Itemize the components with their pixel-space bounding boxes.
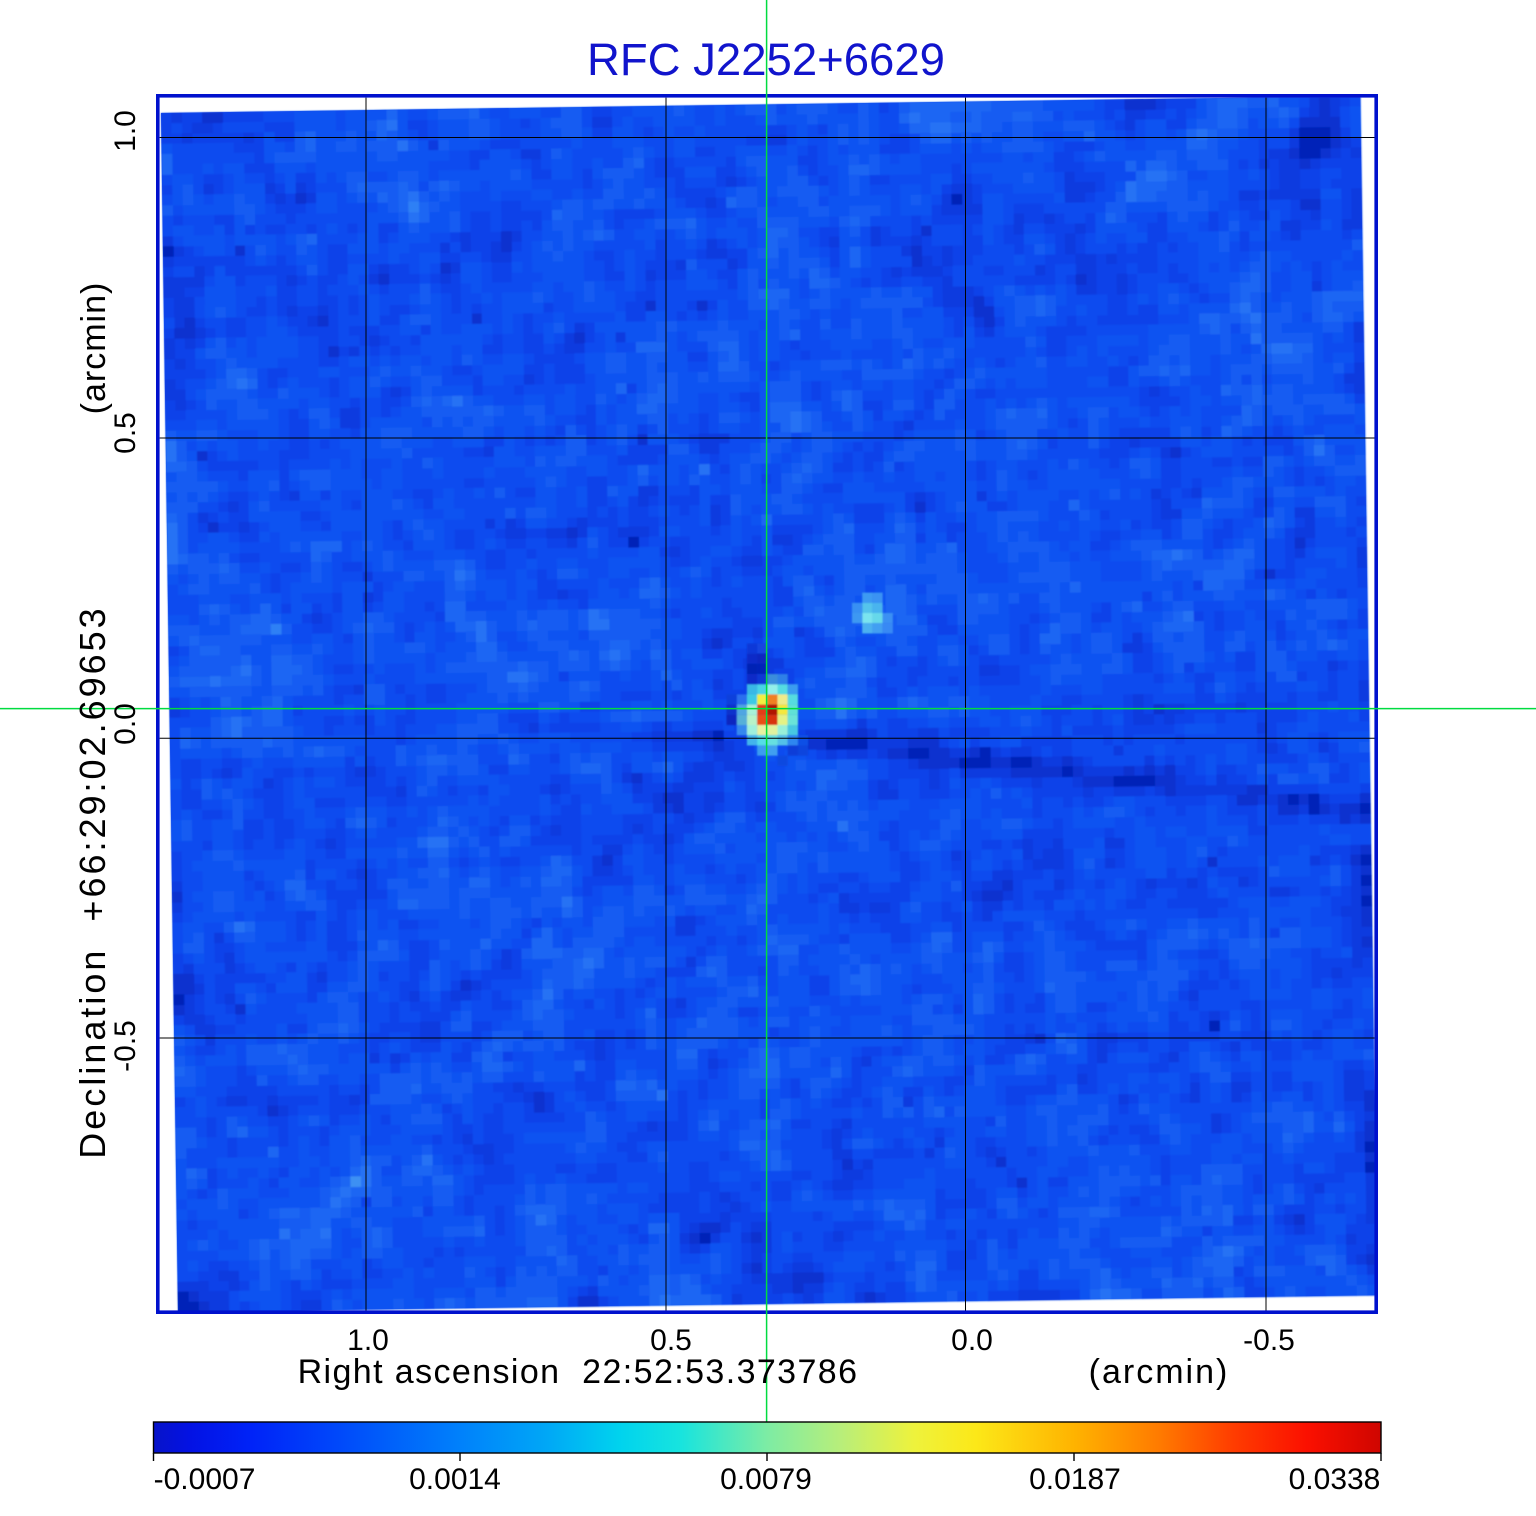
svg-text:(arcmin): (arcmin) bbox=[1089, 1353, 1230, 1391]
svg-text:(arcmin): (arcmin) bbox=[75, 282, 113, 415]
svg-text:RFC J2252+6629: RFC J2252+6629 bbox=[587, 34, 945, 85]
svg-text:Declination +66:29:02.69653: Declination +66:29:02.69653 bbox=[72, 605, 113, 1158]
svg-text:Right ascension 22:52:53.3737: Right ascension 22:52:53.373786 bbox=[298, 1353, 859, 1391]
svg-text:0.0079: 0.0079 bbox=[720, 1463, 812, 1496]
svg-text:0.0: 0.0 bbox=[109, 703, 142, 745]
svg-text:0.5: 0.5 bbox=[650, 1324, 692, 1357]
svg-text:0.5: 0.5 bbox=[109, 412, 142, 454]
svg-text:1.0: 1.0 bbox=[109, 110, 142, 152]
svg-text:0.0338: 0.0338 bbox=[1289, 1463, 1381, 1496]
svg-text:0.0: 0.0 bbox=[951, 1324, 993, 1357]
svg-text:0.0187: 0.0187 bbox=[1029, 1463, 1121, 1496]
svg-text:-0.5: -0.5 bbox=[1243, 1324, 1295, 1357]
svg-text:-0.0007: -0.0007 bbox=[154, 1463, 256, 1496]
svg-text:1.0: 1.0 bbox=[347, 1324, 389, 1357]
svg-text:-0.5: -0.5 bbox=[109, 1020, 142, 1072]
svg-text:0.0014: 0.0014 bbox=[409, 1463, 501, 1496]
